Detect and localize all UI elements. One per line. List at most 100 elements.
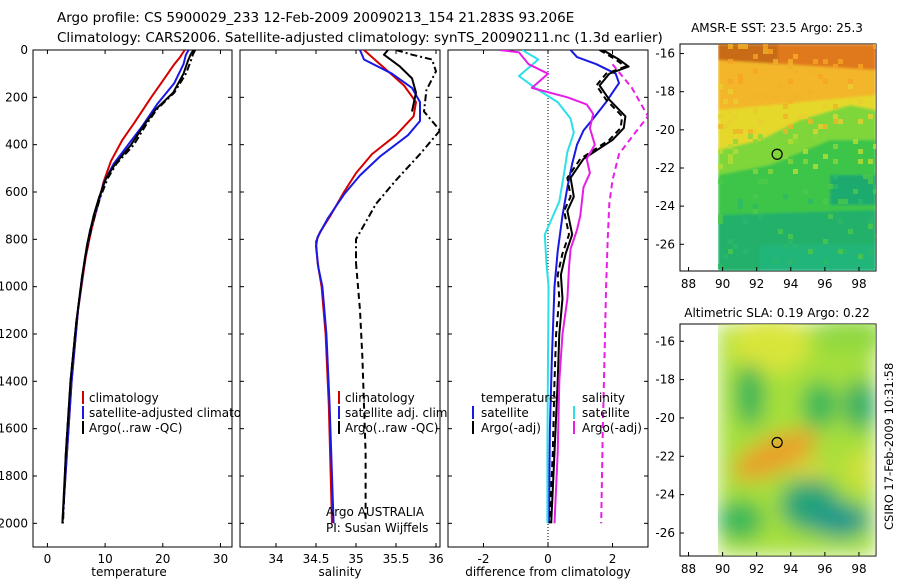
y-tick-label: 1400 bbox=[0, 374, 28, 388]
y-tick-label: 1800 bbox=[0, 469, 28, 483]
sla-field bbox=[718, 324, 876, 556]
salinity-depth-ticks bbox=[240, 49, 440, 524]
x-tick-label: 36 bbox=[428, 552, 443, 566]
y-tick-label: 2000 bbox=[0, 516, 28, 530]
legend-label-temp-satellite: satellite bbox=[481, 406, 529, 420]
lat-tick-label: -26 bbox=[655, 237, 675, 251]
lat-tick-label: -26 bbox=[655, 526, 675, 540]
series-line-argo-qc-upper bbox=[383, 50, 417, 112]
legend-label-satellite-adjusted: satellite-adjusted climatology bbox=[89, 406, 267, 420]
series-line-temperature-argo bbox=[550, 50, 630, 524]
lat-tick-label: -18 bbox=[655, 373, 675, 387]
lat-tick-label: -20 bbox=[655, 123, 675, 137]
series-line-argo-raw bbox=[395, 50, 440, 132]
x-tick-label: 0 bbox=[44, 552, 52, 566]
sla-longitude-ticks: 88 90 92 94 96 98 bbox=[681, 552, 867, 576]
difference-xlabel: difference from climatology bbox=[465, 565, 631, 579]
lat-tick-label: -22 bbox=[655, 161, 675, 175]
difference-panel: -2 0 2 temperature satellite Argo(-adj) sa… bbox=[447, 49, 649, 579]
lon-tick-label: 90 bbox=[715, 562, 730, 576]
sst-noise-cells bbox=[718, 44, 876, 269]
series-line-satellite-adj-clim- bbox=[315, 50, 421, 524]
x-tick-label: -2 bbox=[477, 552, 489, 566]
timestamp-label: CSIRO 17-Feb-2009 10:31:58 bbox=[882, 363, 896, 530]
x-tick-label: 30 bbox=[213, 552, 228, 566]
lon-tick-label: 96 bbox=[817, 562, 832, 576]
difference-legend-temperature: temperature satellite Argo(-adj) bbox=[472, 391, 556, 435]
sla-map-title: Altimetric SLA: 0.19 Argo: 0.22 bbox=[684, 306, 869, 320]
lat-tick-label: -24 bbox=[655, 199, 675, 213]
legend-label-climatology: climatology bbox=[89, 391, 159, 405]
difference-depth-ticks bbox=[448, 49, 648, 524]
lon-tick-label: 88 bbox=[681, 562, 696, 576]
argo-location-marker bbox=[771, 436, 783, 449]
temperature-lines bbox=[61, 50, 196, 524]
temperature-xlabel: temperature bbox=[91, 565, 166, 579]
series-line-argo-raw-lower bbox=[355, 129, 440, 263]
legend-label-sal-argo: Argo(-adj) bbox=[582, 421, 642, 435]
legend-label-argo: Argo(..raw -QC) bbox=[89, 421, 182, 435]
y-tick-label: 600 bbox=[5, 185, 28, 199]
sla-map-panel: Altimetric SLA: 0.19 Argo: 0.22 88 90 92 94… bbox=[655, 306, 877, 576]
lat-tick-label: -16 bbox=[655, 47, 675, 61]
x-tick-label: 35 bbox=[348, 552, 363, 566]
y-tick-label: 200 bbox=[5, 90, 28, 104]
lat-tick-label: -22 bbox=[655, 449, 675, 463]
lon-tick-label: 90 bbox=[715, 277, 730, 291]
y-tick-label: 800 bbox=[5, 232, 28, 246]
y-tick-label: 0 bbox=[20, 43, 28, 57]
series-line-salinity-argo bbox=[499, 50, 596, 524]
difference-lines bbox=[499, 50, 648, 524]
lon-tick-label: 96 bbox=[817, 277, 832, 291]
salinity-axes-box bbox=[239, 49, 441, 548]
sst-map-title: AMSR-E SST: 23.5 Argo: 25.3 bbox=[691, 21, 863, 35]
lat-tick-label: -24 bbox=[655, 488, 675, 502]
legend-label-temp-argo: Argo(-adj) bbox=[481, 421, 541, 435]
lon-tick-label: 92 bbox=[749, 277, 764, 291]
sst-longitude-ticks: 88 90 92 94 96 98 bbox=[681, 267, 867, 291]
lon-tick-label: 88 bbox=[681, 277, 696, 291]
x-tick-label: 34 bbox=[268, 552, 283, 566]
y-tick-label: 1000 bbox=[0, 280, 28, 294]
series-line-temperature-argo-raw bbox=[548, 50, 627, 524]
pi-label: PI: Susan Wijffels bbox=[326, 521, 428, 535]
legend-heading-salinity: salinity bbox=[582, 391, 625, 405]
lon-tick-label: 98 bbox=[851, 562, 866, 576]
lon-tick-label: 98 bbox=[851, 277, 866, 291]
y-tick-label: 1600 bbox=[0, 422, 28, 436]
lon-tick-label: 94 bbox=[783, 277, 798, 291]
y-tick-label: 400 bbox=[5, 138, 28, 152]
x-tick-label: 10 bbox=[97, 552, 112, 566]
sst-latitude-ticks: -16 -18 -20 -22 -24 -26 bbox=[655, 47, 684, 251]
series-line-salinity-satellite bbox=[518, 50, 575, 524]
series-line-temperature-satellite bbox=[548, 50, 620, 524]
salinity-lines bbox=[315, 50, 440, 524]
legend-label-satellite-adj: satellite adj. clim. bbox=[345, 406, 451, 420]
x-tick-label: 2 bbox=[609, 552, 617, 566]
legend-label-sal-satellite: satellite bbox=[582, 406, 630, 420]
legend-label-climatology: climatology bbox=[345, 391, 415, 405]
sst-field bbox=[718, 44, 876, 271]
depth-ticks: 0 200 400 600 800 1000 1200 1400 1600 1800 2000 bbox=[0, 43, 232, 530]
lat-tick-label: -18 bbox=[655, 85, 675, 99]
temperature-legend: climatology satellite-adjusted climatolo… bbox=[82, 391, 267, 435]
difference-legend-salinity: salinity satellite Argo(-adj) bbox=[573, 391, 642, 435]
header-line-1: Argo profile: CS 5900029_233 12-Feb-2009… bbox=[57, 10, 574, 26]
float-owner-label: Argo AUSTRALIA bbox=[326, 505, 425, 519]
salinity-panel: 34 34.5 35 35.5 36 climatology satellite adj… bbox=[239, 49, 451, 579]
x-tick-label: 34.5 bbox=[303, 552, 330, 566]
lon-tick-label: 92 bbox=[749, 562, 764, 576]
legend-heading-temperature: temperature bbox=[481, 391, 556, 405]
lon-tick-label: 94 bbox=[783, 562, 798, 576]
header-line-2: Climatology: CARS2006. Satellite-adjuste… bbox=[57, 30, 663, 46]
series-line-argo-qc bbox=[61, 50, 195, 524]
salinity-ticks: 34 34.5 35 35.5 36 bbox=[268, 50, 444, 566]
y-tick-label: 1200 bbox=[0, 327, 28, 341]
lat-tick-label: -16 bbox=[655, 334, 675, 348]
temperature-panel: 0 200 400 600 800 1000 1200 1400 1600 1800 2000 0 1… bbox=[0, 43, 267, 579]
salinity-xlabel: salinity bbox=[318, 565, 361, 579]
argo-location-marker bbox=[771, 148, 783, 160]
series-line-argo-qc bbox=[355, 262, 367, 524]
lat-tick-label: -20 bbox=[655, 411, 675, 425]
